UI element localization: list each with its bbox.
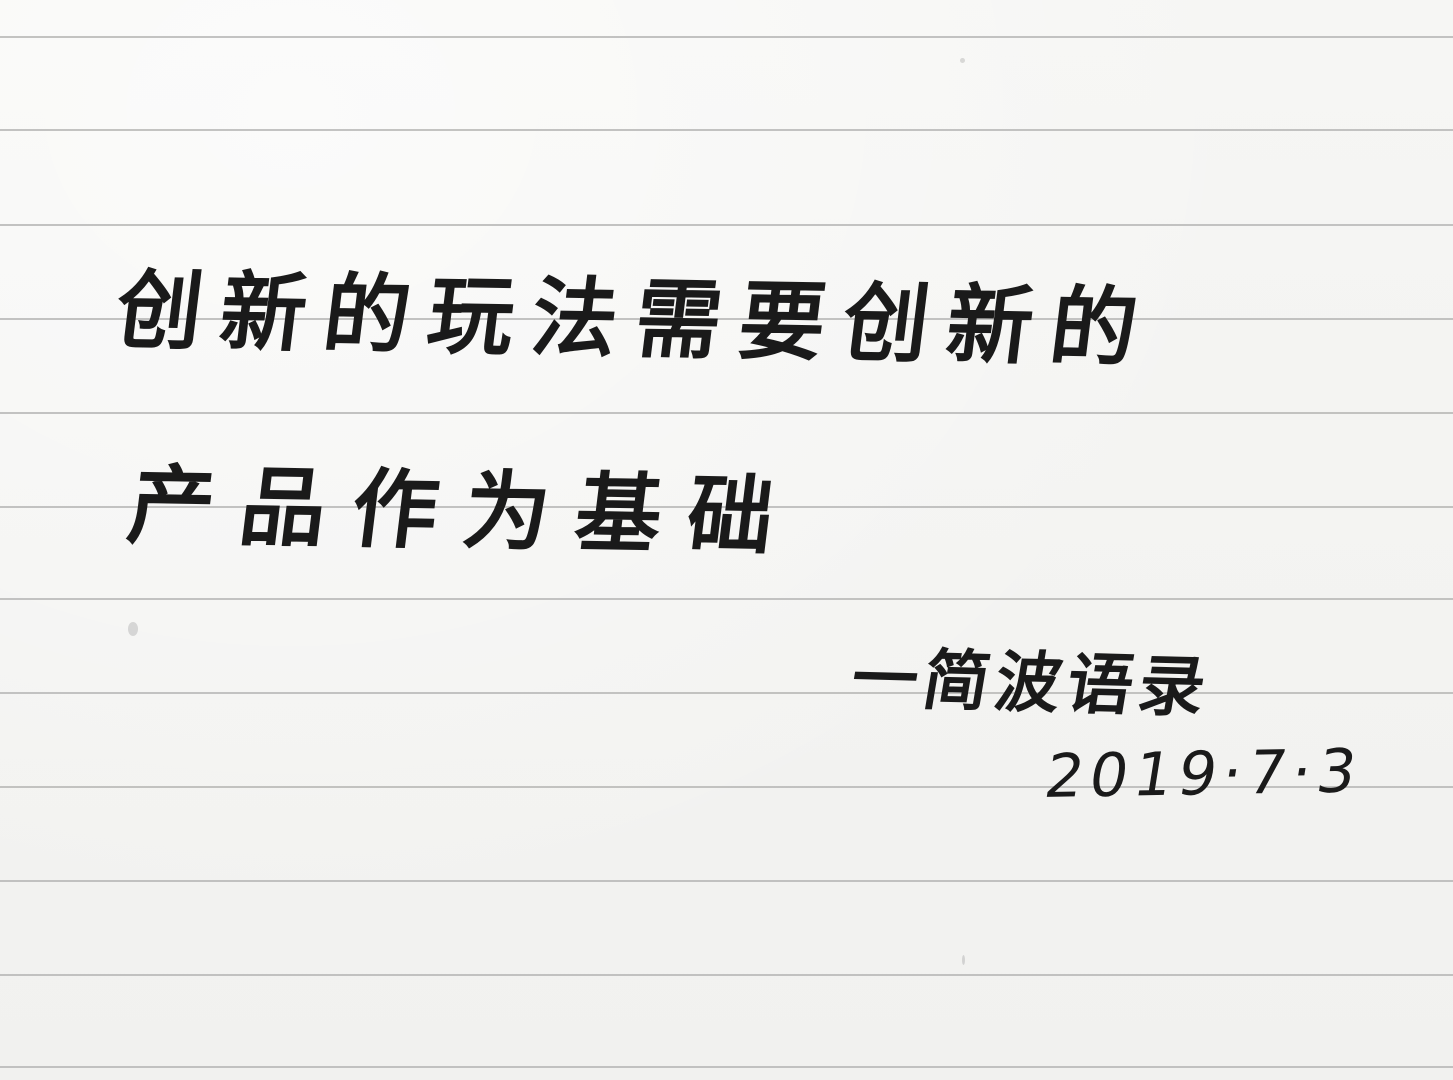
signature: 一简波语录 (845, 639, 1218, 727)
ruled-line (0, 974, 1453, 976)
ruled-line (0, 36, 1453, 38)
date: 2019·7·3 (1040, 736, 1368, 812)
ruled-line (0, 598, 1453, 600)
ruled-line (0, 880, 1453, 882)
paper-speck (128, 622, 138, 636)
ruled-line (0, 506, 1453, 508)
ruled-line (0, 129, 1453, 131)
paper-speck (962, 955, 965, 965)
ruled-line (0, 224, 1453, 226)
handwritten-line-1: 创新的玩法需要创新的 (110, 260, 1161, 380)
ruled-line (0, 412, 1453, 414)
ruled-line (0, 692, 1453, 694)
handwritten-line-2: 产品作为基础 (122, 455, 806, 568)
ruled-line (0, 786, 1453, 788)
ruled-line (0, 318, 1453, 320)
ruled-line (0, 1066, 1453, 1068)
paper-speck (960, 58, 965, 63)
